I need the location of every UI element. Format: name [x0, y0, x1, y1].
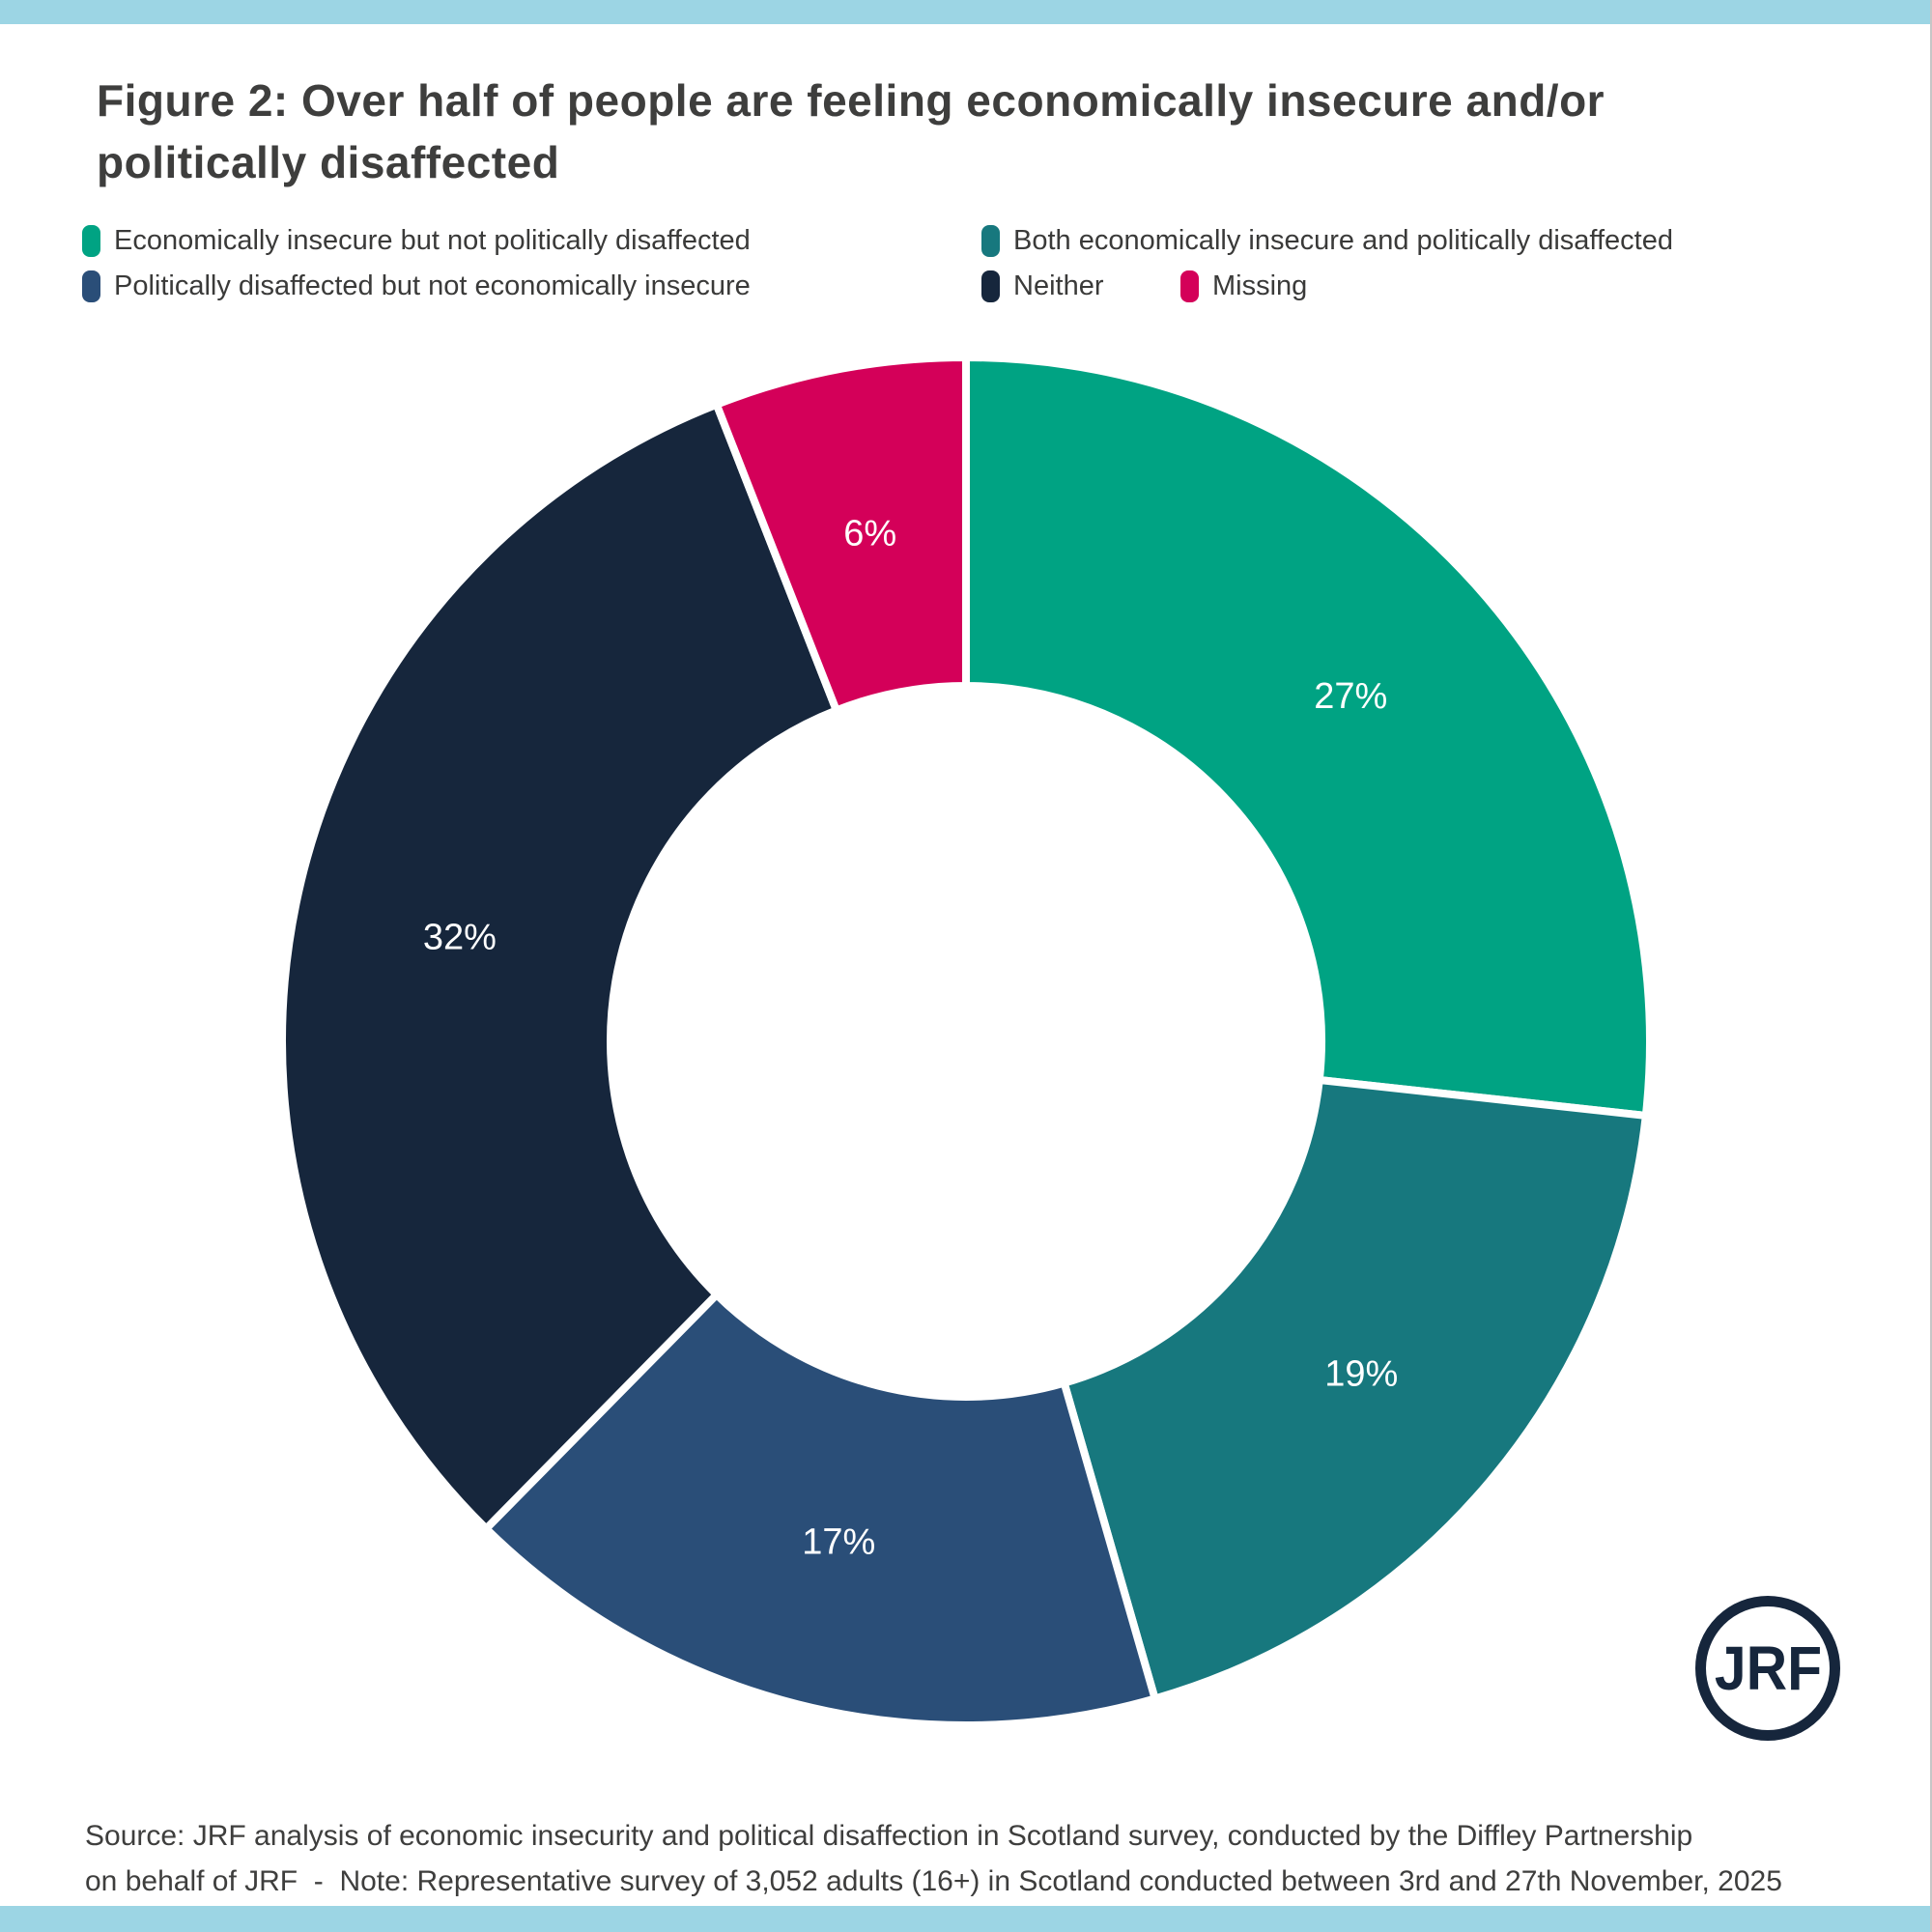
- legend-item-politically-disaffected: Politically disaffected but not economic…: [82, 270, 981, 302]
- jrf-logo-text: JRF: [1714, 1634, 1822, 1703]
- legend-swatch-icon: [82, 270, 100, 302]
- legend-label: Missing: [1212, 270, 1308, 301]
- legend-label: Neither: [1013, 270, 1104, 301]
- legend-swatch-icon: [981, 225, 1000, 257]
- legend-swatch-icon: [981, 270, 1000, 302]
- figure-title: Figure 2: Over half of people are feelin…: [97, 70, 1739, 194]
- donut-slice-3: [278, 400, 840, 1533]
- donut-slice-4: [712, 354, 970, 715]
- jrf-logo: JRF: [1695, 1596, 1840, 1741]
- chart-legend: Economically insecure but not politicall…: [82, 225, 1879, 316]
- top-border-bar: [0, 0, 1932, 24]
- legend-label: Both economically insecure and political…: [1013, 225, 1673, 256]
- legend-item-both: Both economically insecure and political…: [981, 225, 1673, 257]
- bottom-border-bar: [0, 1906, 1932, 1932]
- legend-item-economically-insecure: Economically insecure but not politicall…: [82, 225, 981, 257]
- legend-swatch-icon: [1180, 270, 1199, 302]
- legend-label: Politically disaffected but not economic…: [114, 270, 751, 301]
- source-note: Source: JRF analysis of economic insecur…: [85, 1814, 1882, 1904]
- figure-title-line-1: Figure 2: Over half of people are feelin…: [97, 75, 1605, 126]
- legend-item-missing: Missing: [1180, 270, 1307, 302]
- donut-slice-label-2: 17%: [802, 1522, 875, 1563]
- donut-slice-label-3: 32%: [423, 918, 497, 958]
- donut-slice-label-1: 19%: [1324, 1354, 1398, 1395]
- donut-slice-0: [962, 354, 1654, 1120]
- legend-swatch-icon: [82, 225, 100, 257]
- donut-slice-label-4: 6%: [843, 513, 896, 554]
- legend-row-2: Politically disaffected but not economic…: [82, 270, 1879, 302]
- donut-slice-1: [1060, 1075, 1650, 1703]
- source-note-line-1: Source: JRF analysis of economic insecur…: [85, 1820, 1693, 1852]
- legend-row-1: Economically insecure but not politicall…: [82, 225, 1879, 257]
- legend-label: Economically insecure but not politicall…: [114, 225, 751, 256]
- right-edge-line: [1930, 0, 1932, 1932]
- figure-title-line-2: politically disaffected: [97, 137, 560, 188]
- donut-slice-2: [482, 1291, 1159, 1730]
- source-note-line-2: on behalf of JRF - Note: Representative …: [85, 1864, 1782, 1897]
- donut-slice-label-0: 27%: [1314, 676, 1387, 717]
- legend-item-neither: Neither: [981, 270, 1180, 302]
